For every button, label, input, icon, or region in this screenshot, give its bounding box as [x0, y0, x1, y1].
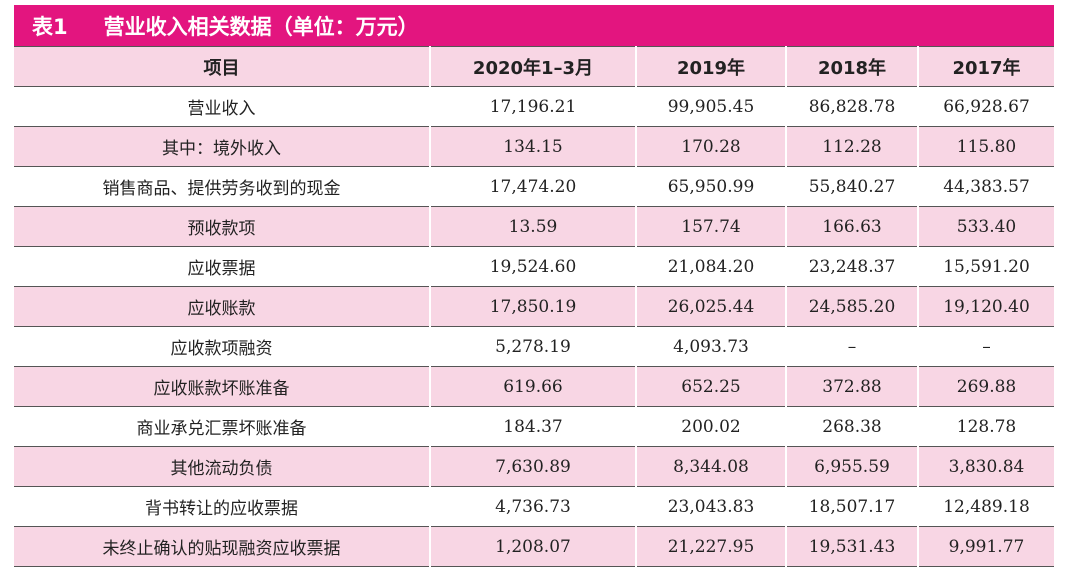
title-label: 表1 [32, 14, 68, 39]
value-cell: 112.28 [785, 126, 918, 167]
title-bar: 表1 营业收入相关数据（单位：万元） [14, 5, 1054, 46]
value-cell: – [785, 326, 918, 367]
value-cell: 115.80 [917, 126, 1054, 167]
value-cell: 128.78 [917, 406, 1054, 447]
value-cell: 23,248.37 [785, 246, 918, 287]
value-cell: 9,991.77 [917, 526, 1054, 567]
value-cell: 5,278.19 [429, 326, 636, 367]
header-cell: 2017年 [917, 46, 1054, 87]
row-label: 应收账款坏账准备 [14, 366, 430, 407]
row-label: 预收款项 [14, 206, 430, 247]
table-row: 应收账款 17,850.19 26,025.44 24,585.20 19,120.40 [14, 286, 1054, 327]
row-label: 营业收入 [14, 86, 430, 127]
value-cell: 269.88 [917, 366, 1054, 407]
value-cell: 65,950.99 [635, 166, 786, 207]
value-cell: 533.40 [917, 206, 1054, 247]
table-row: 销售商品、提供劳务收到的现金 17,474.20 65,950.99 55,840.2… [14, 166, 1054, 207]
value-cell: 66,928.67 [917, 86, 1054, 127]
data-table: 项目 2020年1–3月 2019年 2018年 2017年 营业收入 17,196.21… [14, 46, 1054, 567]
value-cell: 372.88 [785, 366, 918, 407]
table-row: 应收账款坏账准备 619.66 652.25 372.88 269.88 [14, 366, 1054, 407]
value-cell: 17,474.20 [429, 166, 636, 207]
title: 营业收入相关数据（单位：万元） [103, 14, 419, 39]
value-cell: 4,093.73 [635, 326, 786, 367]
value-cell: 17,196.21 [429, 86, 636, 127]
table-row: 应收款项融资 5,278.19 4,093.73– – [14, 326, 1054, 367]
value-cell: 23,043.83 [635, 486, 786, 527]
value-cell: 24,585.20 [785, 286, 918, 327]
header-cell: 2018年 [785, 46, 918, 87]
value-cell: 6,955.59 [785, 446, 918, 487]
table-row: 背书转让的应收票据 4,736.73 23,043.83 18,507.17 12,48… [14, 486, 1054, 527]
value-cell: – [917, 326, 1054, 367]
value-cell: 4,736.73 [429, 486, 636, 527]
value-cell: 13.59 [429, 206, 636, 247]
table-figure: 表1 营业收入相关数据（单位：万元） 项目 2020年1–3月 2019年 2018年… [14, 5, 1054, 567]
header-cell: 项目 [14, 46, 430, 87]
row-label: 应收账款 [14, 286, 430, 327]
value-cell: 7,630.89 [429, 446, 636, 487]
row-label: 背书转让的应收票据 [14, 486, 430, 527]
value-cell: 200.02 [635, 406, 786, 447]
value-cell: 15,591.20 [917, 246, 1054, 287]
value-cell: 1,208.07 [429, 526, 636, 567]
value-cell: 184.37 [429, 406, 636, 447]
table-row: 其中：境外收入 134.15 170.28 112.28 115.80 [14, 126, 1054, 167]
table-row: 应收票据 19,524.60 21,084.20 23,248.37 15,591.20 [14, 246, 1054, 287]
value-cell: 44,383.57 [917, 166, 1054, 207]
table-row: 营业收入 17,196.21 99,905.45 86,828.78 66,928.67 [14, 86, 1054, 127]
value-cell: 86,828.78 [785, 86, 918, 127]
row-label: 应收款项融资 [14, 326, 430, 367]
value-cell: 166.63 [785, 206, 918, 247]
value-cell: 19,120.40 [917, 286, 1054, 327]
header-cell: 2019年 [635, 46, 786, 87]
value-cell: 12,489.18 [917, 486, 1054, 527]
value-cell: 3,830.84 [917, 446, 1054, 487]
value-cell: 18,507.17 [785, 486, 918, 527]
row-label: 其中：境外收入 [14, 126, 430, 167]
row-label: 商业承兑汇票坏账准备 [14, 406, 430, 447]
value-cell: 170.28 [635, 126, 786, 167]
value-cell: 8,344.08 [635, 446, 786, 487]
value-cell: 268.38 [785, 406, 918, 447]
value-cell: 19,524.60 [429, 246, 636, 287]
value-cell: 26,025.44 [635, 286, 786, 327]
row-label: 未终止确认的贴现融资应收票据 [14, 526, 430, 567]
row-label: 应收票据 [14, 246, 430, 287]
value-cell: 17,850.19 [429, 286, 636, 327]
table-row: 其他流动负债 7,630.89 8,344.08 6,955.59 3,830.84 [14, 446, 1054, 487]
row-label: 销售商品、提供劳务收到的现金 [14, 166, 430, 207]
value-cell: 134.15 [429, 126, 636, 167]
row-label: 其他流动负债 [14, 446, 430, 487]
value-cell: 21,227.95 [635, 526, 786, 567]
header-row: 项目 2020年1–3月 2019年 2018年 2017年 [14, 46, 1054, 87]
value-cell: 19,531.43 [785, 526, 918, 567]
value-cell: 21,084.20 [635, 246, 786, 287]
value-cell: 99,905.45 [635, 86, 786, 127]
table-row: 商业承兑汇票坏账准备 184.37 200.02 268.38 128.78 [14, 406, 1054, 447]
value-cell: 652.25 [635, 366, 786, 407]
value-cell: 157.74 [635, 206, 786, 247]
table-row: 未终止确认的贴现融资应收票据 1,208.07 21,227.95 19,531.43… [14, 526, 1054, 567]
header-cell: 2020年1–3月 [429, 46, 636, 87]
table-row: 预收款项 13.59 157.74 166.63 533.40 [14, 206, 1054, 247]
value-cell: 619.66 [429, 366, 636, 407]
table-body: 营业收入 17,196.21 99,905.45 86,828.78 66,928.67… [14, 86, 1054, 567]
value-cell: 55,840.27 [785, 166, 918, 207]
